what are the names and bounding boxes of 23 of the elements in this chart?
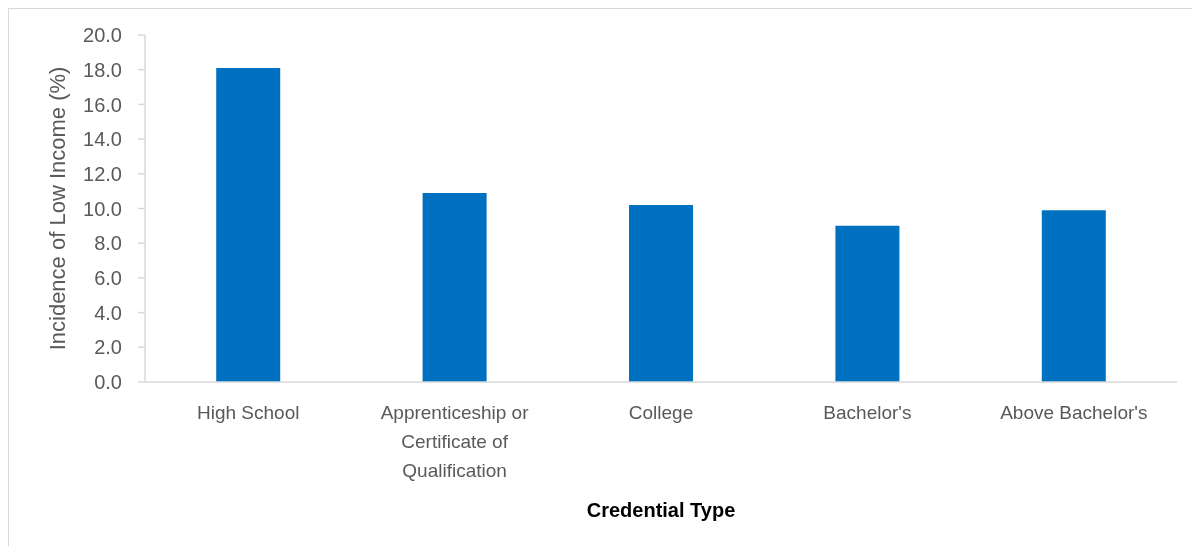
y-tick-label: 2.0: [94, 336, 122, 359]
y-tick-label: 12.0: [83, 162, 122, 185]
y-tick-label: 20.0: [83, 24, 122, 47]
y-tick-label: 16.0: [83, 93, 122, 116]
bar: [835, 225, 900, 382]
x-tick-label: High School: [196, 402, 300, 424]
y-tick-label: 0.0: [94, 371, 122, 394]
x-tick-label: Above Bachelor's: [1000, 402, 1148, 424]
y-tick-label: 8.0: [94, 232, 122, 255]
y-tick-label: 6.0: [94, 267, 122, 289]
bar: [629, 205, 694, 382]
x-tick-label: College: [628, 402, 694, 424]
x-tick-label: Apprenticeship or Certificate of Qualification: [380, 402, 530, 482]
y-tick-label: 4.0: [94, 301, 122, 324]
bar: [1041, 210, 1106, 382]
y-tick-label: 18.0: [83, 58, 122, 81]
x-tick-label: Bachelor's: [823, 402, 912, 424]
y-tick-label: 14.0: [83, 128, 122, 151]
y-axis-title: Incidence of Low Income (%): [44, 66, 70, 351]
bar: [216, 67, 281, 382]
x-axis-title: Credential Type: [586, 499, 736, 521]
bar: [422, 192, 487, 382]
y-tick-label: 10.0: [83, 197, 122, 220]
